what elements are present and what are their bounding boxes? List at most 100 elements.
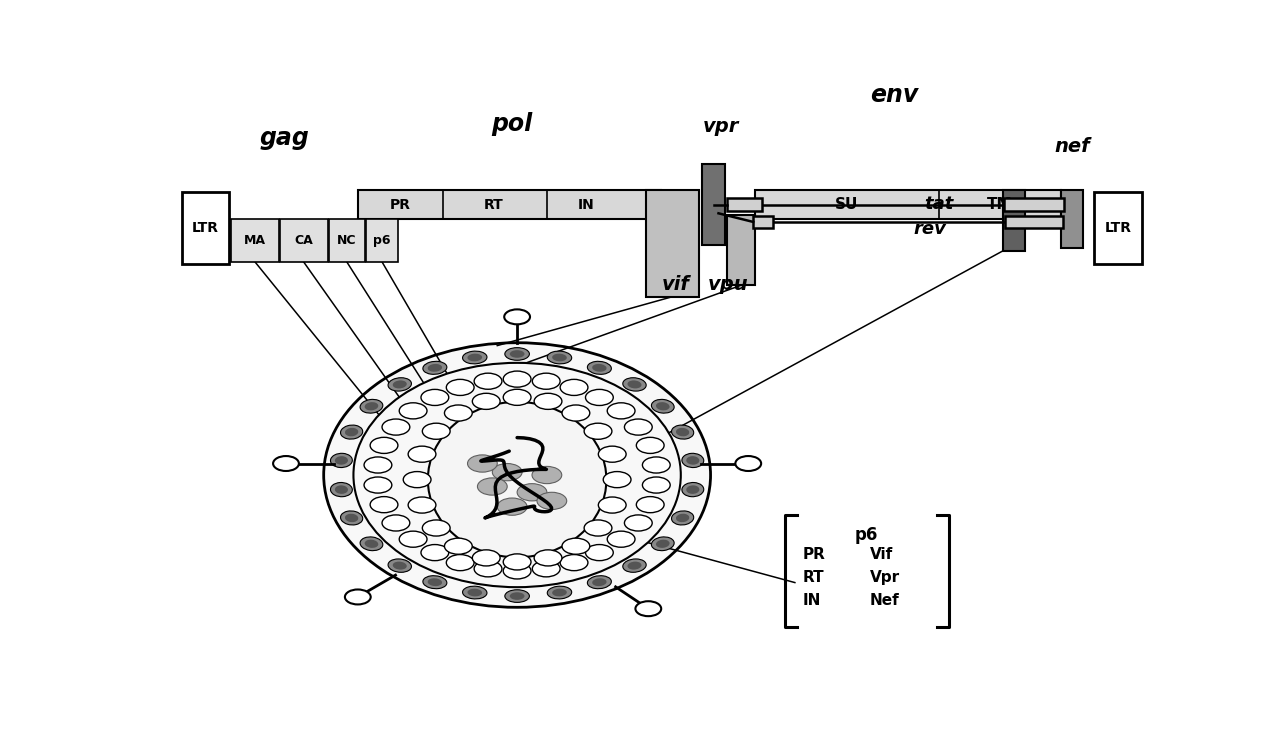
Ellipse shape [672,511,694,525]
Circle shape [344,589,371,604]
Ellipse shape [346,428,358,436]
Circle shape [538,492,567,509]
Circle shape [532,374,561,389]
Circle shape [636,437,664,453]
Text: rev: rev [914,220,947,238]
Ellipse shape [340,425,362,439]
Text: PR: PR [803,547,826,562]
Ellipse shape [548,586,572,599]
Circle shape [403,471,431,488]
Text: vpr: vpr [703,117,739,136]
Circle shape [643,457,671,473]
Circle shape [585,389,613,406]
Text: IN: IN [803,593,822,608]
Circle shape [408,446,436,462]
Ellipse shape [428,578,442,586]
Text: p6: p6 [374,234,390,247]
Ellipse shape [422,362,447,374]
Circle shape [444,405,472,421]
Text: RT: RT [803,570,824,585]
Circle shape [517,483,547,501]
Circle shape [534,393,562,409]
Ellipse shape [652,400,675,413]
Circle shape [497,498,527,515]
Text: gag: gag [259,126,308,150]
Ellipse shape [552,353,567,362]
Text: LTR: LTR [192,221,219,235]
Circle shape [503,389,531,406]
Circle shape [561,379,588,395]
Text: tat: tat [924,194,954,213]
Text: TM: TM [987,197,1012,212]
Ellipse shape [360,537,383,551]
Ellipse shape [682,453,704,468]
Circle shape [472,550,500,566]
Circle shape [503,371,531,387]
Circle shape [370,497,398,512]
Circle shape [598,497,626,513]
Bar [727,215,755,285]
Circle shape [422,520,451,536]
Ellipse shape [548,351,572,364]
Bar [1004,190,1025,251]
Ellipse shape [593,578,607,586]
Circle shape [504,309,530,324]
Circle shape [273,456,300,471]
Ellipse shape [655,539,669,548]
Ellipse shape [509,350,525,358]
Circle shape [467,455,497,472]
Ellipse shape [509,592,525,600]
Text: Nef: Nef [870,593,900,608]
Circle shape [584,424,612,439]
Circle shape [635,601,662,616]
Circle shape [474,374,502,389]
Circle shape [598,446,626,462]
Ellipse shape [588,576,612,589]
Circle shape [447,554,474,571]
Circle shape [422,424,451,439]
Circle shape [607,403,635,419]
Text: PR: PR [389,198,411,211]
Bar [753,216,773,229]
Circle shape [370,437,398,453]
Ellipse shape [686,456,699,465]
Circle shape [534,550,562,566]
Ellipse shape [324,343,710,607]
Ellipse shape [353,363,681,587]
Ellipse shape [676,428,689,436]
Ellipse shape [682,483,704,497]
Text: vpu: vpu [708,275,749,294]
Circle shape [399,531,428,548]
Ellipse shape [467,589,483,596]
Circle shape [503,562,531,579]
Ellipse shape [393,562,407,570]
Ellipse shape [428,402,607,557]
Text: vif: vif [662,275,690,294]
Bar [646,190,699,297]
Ellipse shape [335,486,348,494]
Text: Vpr: Vpr [870,570,900,585]
Bar [329,219,365,262]
Circle shape [625,515,653,531]
Ellipse shape [340,511,362,525]
Ellipse shape [686,486,699,494]
Ellipse shape [655,402,669,410]
Bar [727,199,762,211]
Text: CA: CA [294,234,314,247]
Ellipse shape [588,362,612,374]
Circle shape [607,531,635,548]
Bar [1061,190,1083,248]
Ellipse shape [623,559,646,572]
Bar [1094,192,1142,264]
Text: RT: RT [484,198,503,211]
Circle shape [625,419,653,435]
Circle shape [381,515,410,531]
Ellipse shape [652,537,675,551]
Text: nef: nef [1055,137,1091,156]
Ellipse shape [672,425,694,439]
Ellipse shape [346,514,358,522]
Circle shape [421,545,449,561]
Circle shape [735,456,762,471]
Bar [701,164,726,245]
Circle shape [636,497,664,512]
